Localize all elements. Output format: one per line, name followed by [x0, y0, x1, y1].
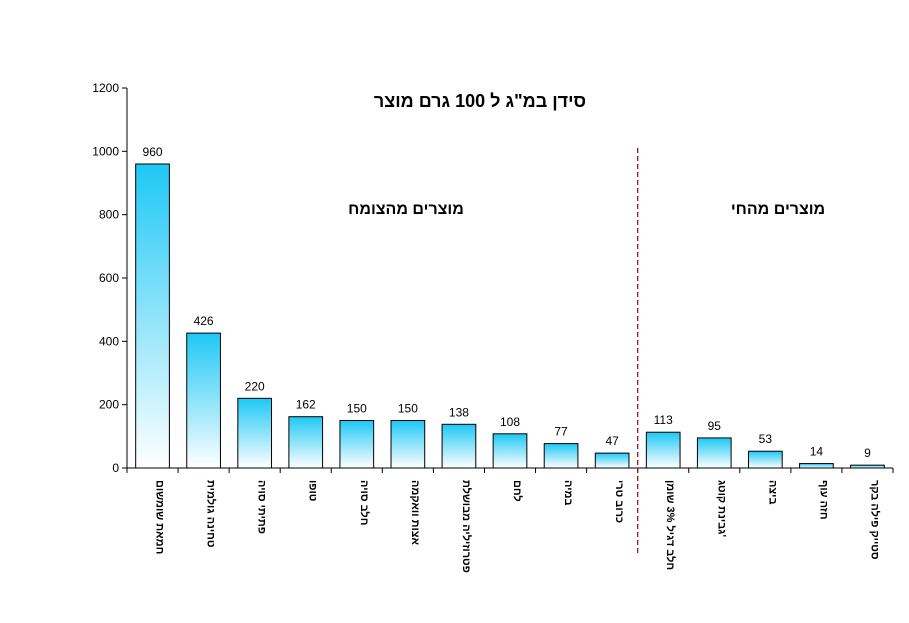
y-tick-label: 600 [99, 271, 119, 285]
category-label: טחינה גולמית [205, 480, 218, 547]
y-tick-label: 200 [99, 398, 119, 412]
category-label: חמאת שומשום [154, 480, 166, 554]
data-label: 150 [398, 402, 418, 416]
y-tick-label: 0 [112, 461, 119, 475]
bar [390, 420, 426, 469]
y-axis: 0 200 400 600 800 1000 1200 [92, 81, 128, 475]
category-label: סטייק פילה בקר [868, 480, 881, 560]
y-tick-label: 1200 [92, 81, 119, 95]
category-label: במיה [562, 480, 574, 506]
bar [747, 450, 783, 469]
data-label: 77 [554, 425, 568, 439]
data-label: 960 [143, 145, 163, 159]
category-label: חלב דגיל 3% שומן [664, 480, 677, 570]
data-label: 9 [864, 446, 871, 460]
y-tick-label: 1000 [92, 144, 119, 158]
category-label: לחם [511, 480, 524, 502]
data-label: 53 [759, 432, 773, 446]
data-label: 150 [347, 402, 367, 416]
x-axis [126, 467, 894, 473]
bar [799, 463, 834, 469]
category-label: גבינת קוטג' [715, 480, 727, 537]
data-label: 426 [194, 314, 214, 328]
data-label: 113 [654, 413, 673, 427]
category-label: ביצה [766, 480, 778, 505]
category-label: טופו [307, 480, 319, 501]
chart-title: סידן במ"ג ל 100 גרם מוצר [374, 91, 586, 111]
y-tick-label: 400 [99, 334, 119, 348]
data-label: 162 [296, 398, 316, 412]
bar [492, 433, 528, 469]
bar [696, 437, 732, 469]
data-label: 138 [449, 405, 469, 419]
bar [543, 443, 579, 469]
bars: 960 חמאת שומשום 426 טחינה גולמית 220 פתיתי סו… [135, 145, 885, 573]
category-label: אצות וואקמה [409, 480, 421, 546]
bar [594, 452, 630, 469]
group-label-plant: מוצרים מהצומח [348, 201, 464, 218]
data-label: 47 [605, 434, 619, 448]
bar [339, 420, 375, 469]
bar [645, 431, 681, 469]
data-label: 14 [810, 445, 824, 459]
bar [237, 397, 273, 469]
bar [135, 163, 170, 469]
data-label: 95 [708, 419, 722, 433]
data-label: 220 [245, 379, 265, 393]
bar [850, 464, 885, 469]
group-label-animal: מוצרים מהחי [731, 201, 825, 218]
category-label: כרוב טרי [613, 480, 625, 523]
category-label: חלב סויה [358, 480, 371, 525]
y-tick-label: 800 [99, 208, 119, 222]
data-label: 108 [500, 415, 520, 429]
category-label: פטרוזיליה מבושלת [460, 480, 473, 573]
bar [186, 332, 221, 469]
bar [288, 416, 324, 469]
category-label: חזה עוף [817, 480, 829, 520]
bar [441, 423, 477, 469]
category-label: פתיתי סויה [256, 480, 268, 534]
